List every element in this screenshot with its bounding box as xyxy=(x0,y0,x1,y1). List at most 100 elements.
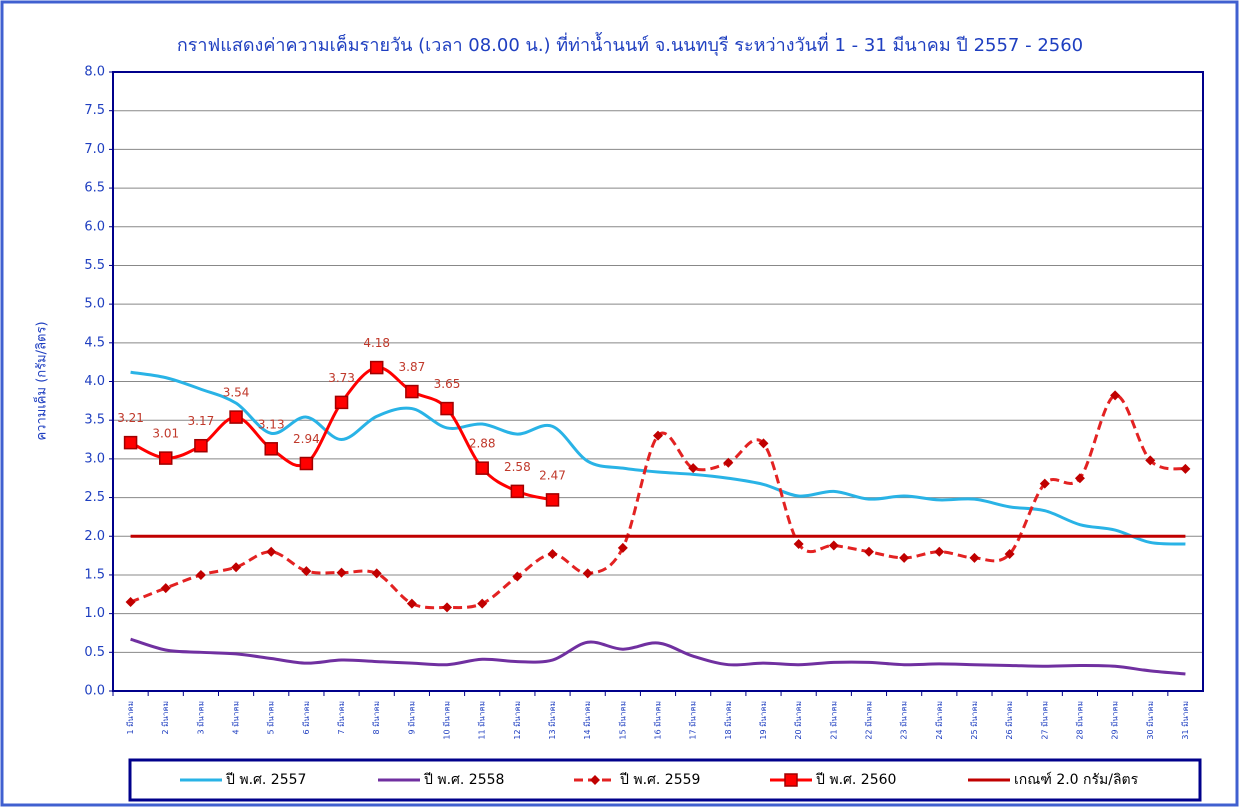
point xyxy=(723,457,734,468)
chart-title: กราฟแสดงค่าความเค็มรายวัน (เวลา 08.00 น.… xyxy=(177,32,1083,56)
x-tick-label: 26 มีนาคม xyxy=(1005,701,1014,740)
point xyxy=(125,597,136,608)
x-tick-label: 27 มีนาคม xyxy=(1040,701,1049,740)
x-tick-label: 21 มีนาคม xyxy=(829,701,838,740)
x-tick-label: 24 มีนาคม xyxy=(935,701,944,740)
x-tick-label: 5 มีนาคม xyxy=(267,701,276,735)
x-tick-label: 16 มีนาคม xyxy=(654,701,663,740)
x-tick-label: 13 มีนาคม xyxy=(548,701,557,740)
y-tick-label: 0.0 xyxy=(84,684,105,699)
legend xyxy=(128,758,1202,802)
point xyxy=(336,567,347,578)
point xyxy=(969,552,980,563)
x-tick-label: 11 มีนาคม xyxy=(478,701,487,740)
y-tick-label: 3.5 xyxy=(84,413,105,428)
x-tick-label: 22 มีนาคม xyxy=(864,701,873,740)
y-tick-label: 6.5 xyxy=(84,181,105,196)
series-line xyxy=(130,370,1186,546)
y-tick-label: 1.0 xyxy=(84,606,105,621)
point xyxy=(229,410,243,424)
x-tick-label: 31 มีนาคม xyxy=(1181,701,1190,740)
series-line xyxy=(130,637,1186,676)
data-label: 3.73 xyxy=(328,371,355,385)
y-tick-label: 5.5 xyxy=(84,258,105,273)
y-tick-label: 8.0 xyxy=(84,65,105,80)
x-tick-label: 4 มีนาคม xyxy=(232,701,241,735)
point xyxy=(545,493,560,507)
data-label: 3.17 xyxy=(188,414,215,428)
point xyxy=(547,549,558,560)
point xyxy=(510,484,525,499)
y-tick-label: 7.0 xyxy=(84,142,105,157)
point xyxy=(828,540,839,551)
point xyxy=(582,568,593,579)
x-tick-label: 17 มีนาคม xyxy=(689,701,698,740)
point xyxy=(934,546,945,557)
data-label: 3.13 xyxy=(258,417,285,431)
y-tick-label: 4.0 xyxy=(84,374,105,389)
y-tick-label: 5.0 xyxy=(84,297,105,312)
legend-label: ปี พ.ศ. 2558 xyxy=(424,772,505,788)
y-tick-label: 1.5 xyxy=(84,567,105,582)
point xyxy=(158,451,173,465)
point xyxy=(688,463,699,474)
point xyxy=(371,568,382,579)
point xyxy=(758,438,769,449)
point xyxy=(123,435,138,450)
point xyxy=(1004,549,1015,560)
y-tick-label: 4.5 xyxy=(84,335,105,350)
y-axis-label: ความเค็ม (กรัม/ลิตร) xyxy=(32,321,50,440)
data-label: 3.01 xyxy=(152,427,179,441)
y-tick-label: 0.5 xyxy=(84,645,105,660)
data-label: 2.88 xyxy=(469,437,496,451)
point xyxy=(617,542,628,553)
y-tick-label: 2.5 xyxy=(84,490,105,505)
legend-label: ปี พ.ศ. 2557 xyxy=(226,772,307,788)
data-label: 4.18 xyxy=(363,336,390,350)
point xyxy=(231,562,242,573)
point xyxy=(440,401,454,416)
x-tick-label: 14 มีนาคม xyxy=(583,701,592,740)
point xyxy=(477,598,488,609)
x-tick-label: 9 มีนาคม xyxy=(407,701,416,735)
point xyxy=(1110,390,1121,401)
point xyxy=(406,598,417,609)
y-tick-label: 6.0 xyxy=(84,219,105,234)
y-tick-label: 2.0 xyxy=(84,529,105,544)
point xyxy=(405,384,419,399)
x-tick-label: 30 มีนาคม xyxy=(1146,701,1155,740)
point xyxy=(1180,463,1191,474)
legend-label: ปี พ.ศ. 2560 xyxy=(816,772,897,788)
y-tick-label: 7.5 xyxy=(84,103,105,118)
legend-label: เกณฑ์ 2.0 กรัม/ลิตร xyxy=(1014,771,1139,788)
x-tick-label: 8 มีนาคม xyxy=(372,701,381,735)
point xyxy=(194,438,208,453)
plot-border xyxy=(112,71,1204,692)
x-tick-label: 25 มีนาคม xyxy=(970,701,979,740)
point xyxy=(1145,455,1156,466)
data-label: 3.65 xyxy=(434,377,461,391)
y-tick-label: 3.0 xyxy=(84,451,105,466)
x-tick-label: 23 มีนาคม xyxy=(900,701,909,740)
x-tick-label: 3 มีนาคม xyxy=(196,701,205,735)
x-tick-label: 20 มีนาคม xyxy=(794,701,803,740)
data-label: 3.54 xyxy=(223,386,250,400)
point xyxy=(512,571,523,582)
x-tick-label: 6 มีนาคม xyxy=(302,701,311,735)
point xyxy=(195,569,206,580)
point xyxy=(299,456,314,471)
x-tick-label: 2 มีนาคม xyxy=(161,701,170,735)
x-tick-label: 28 มีนาคม xyxy=(1075,701,1084,740)
point xyxy=(863,546,874,557)
legend-marker xyxy=(590,775,600,785)
data-label: 2.47 xyxy=(539,468,566,482)
point xyxy=(1074,473,1085,484)
x-tick-label: 29 มีนาคม xyxy=(1111,701,1120,740)
point xyxy=(793,538,804,549)
data-label: 2.94 xyxy=(293,432,320,446)
point xyxy=(442,602,453,613)
point xyxy=(369,360,384,375)
point xyxy=(160,583,171,594)
